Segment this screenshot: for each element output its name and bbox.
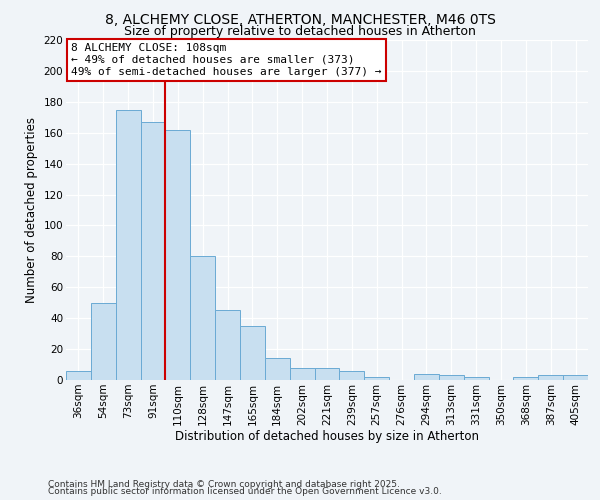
Bar bbox=[514, 377, 538, 380]
Bar bbox=[314, 368, 340, 380]
Bar bbox=[290, 368, 314, 380]
Bar bbox=[364, 377, 389, 380]
Text: Contains HM Land Registry data © Crown copyright and database right 2025.: Contains HM Land Registry data © Crown c… bbox=[48, 480, 400, 489]
Bar bbox=[439, 376, 464, 380]
Bar bbox=[340, 370, 364, 380]
Text: Contains public sector information licensed under the Open Government Licence v3: Contains public sector information licen… bbox=[48, 487, 442, 496]
Y-axis label: Number of detached properties: Number of detached properties bbox=[25, 117, 38, 303]
Bar bbox=[240, 326, 265, 380]
Bar bbox=[414, 374, 439, 380]
Bar bbox=[116, 110, 140, 380]
Bar bbox=[538, 376, 563, 380]
Text: 8, ALCHEMY CLOSE, ATHERTON, MANCHESTER, M46 0TS: 8, ALCHEMY CLOSE, ATHERTON, MANCHESTER, … bbox=[104, 12, 496, 26]
X-axis label: Distribution of detached houses by size in Atherton: Distribution of detached houses by size … bbox=[175, 430, 479, 444]
Text: 8 ALCHEMY CLOSE: 108sqm
← 49% of detached houses are smaller (373)
49% of semi-d: 8 ALCHEMY CLOSE: 108sqm ← 49% of detache… bbox=[71, 44, 382, 76]
Bar bbox=[464, 377, 488, 380]
Text: Size of property relative to detached houses in Atherton: Size of property relative to detached ho… bbox=[124, 25, 476, 38]
Bar bbox=[190, 256, 215, 380]
Bar bbox=[91, 302, 116, 380]
Bar bbox=[166, 130, 190, 380]
Bar bbox=[66, 370, 91, 380]
Bar bbox=[563, 376, 588, 380]
Bar bbox=[265, 358, 290, 380]
Bar bbox=[215, 310, 240, 380]
Bar bbox=[140, 122, 166, 380]
